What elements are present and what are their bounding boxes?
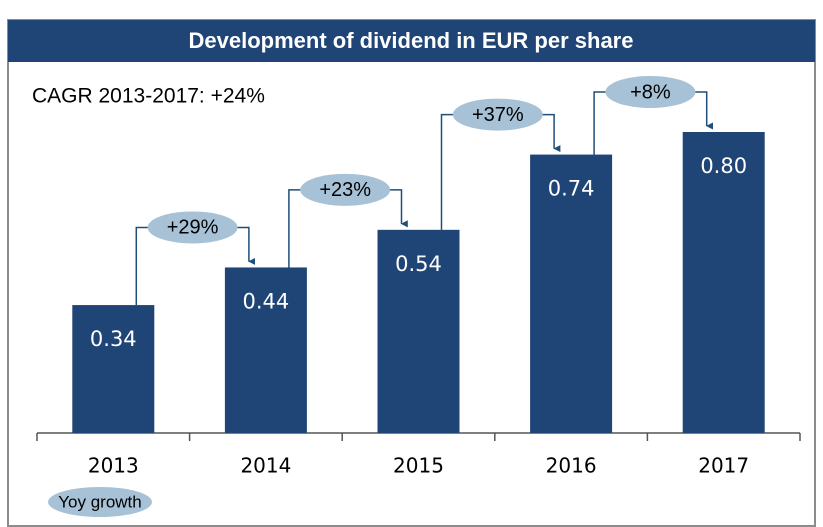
data-label: 0.80 (700, 154, 747, 178)
bar (377, 229, 460, 433)
chart-title: Development of dividend in EUR per share (189, 28, 634, 53)
data-label: 0.34 (90, 327, 137, 351)
growth-badge (452, 98, 543, 131)
data-label: 0.44 (243, 289, 290, 313)
title-bar (8, 20, 815, 62)
data-label: 0.74 (548, 177, 595, 201)
growth-label: +8% (630, 81, 671, 103)
legend-marker (48, 487, 152, 517)
growth-badge (147, 211, 238, 244)
legend-label: Yoy growth (58, 492, 141, 511)
x-tick-label: 2015 (393, 454, 444, 478)
growth-badge (300, 173, 391, 206)
bar (682, 132, 765, 433)
x-tick-label: 2017 (698, 454, 749, 478)
bar (72, 305, 155, 433)
x-tick-label: 2014 (240, 454, 291, 478)
growth-badge (605, 76, 696, 108)
growth-label: +23% (319, 179, 371, 201)
growth-label: +37% (472, 104, 524, 126)
growth-label: +29% (167, 217, 219, 239)
bar (224, 267, 307, 433)
data-label: 0.54 (395, 252, 442, 276)
x-tick-label: 2016 (546, 454, 597, 478)
bar (530, 154, 613, 433)
subtitle: CAGR 2013-2017: +24% (32, 85, 265, 108)
x-tick-label: 2013 (88, 454, 139, 478)
